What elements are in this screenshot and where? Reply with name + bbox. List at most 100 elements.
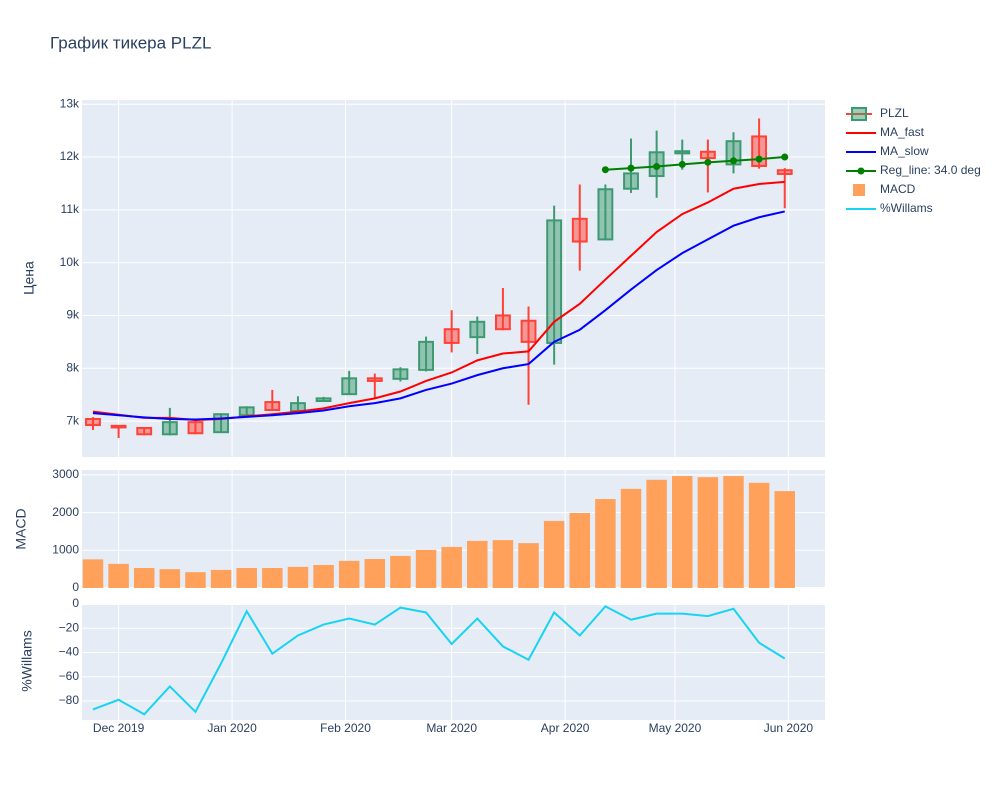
candle-body bbox=[264, 401, 281, 411]
bar bbox=[210, 569, 232, 588]
bar bbox=[133, 568, 155, 588]
x-tick-label: Mar 2020 bbox=[426, 721, 477, 735]
candle-body bbox=[546, 219, 563, 344]
line-marker bbox=[678, 160, 686, 168]
line-marker bbox=[755, 155, 763, 163]
x-tick-label: May 2020 bbox=[649, 721, 702, 735]
bar bbox=[185, 572, 206, 588]
candle-body bbox=[520, 319, 537, 343]
legend-label: MA_fast bbox=[880, 125, 925, 139]
line-marker bbox=[781, 153, 789, 161]
line-marker bbox=[729, 157, 737, 165]
x-tick-label: Jun 2020 bbox=[764, 721, 814, 735]
bar bbox=[646, 479, 667, 588]
bar bbox=[108, 563, 129, 588]
bar bbox=[543, 520, 565, 588]
bar bbox=[236, 568, 257, 588]
y-tick-label: 12k bbox=[60, 149, 80, 163]
candle-body bbox=[597, 188, 614, 241]
y-tick-label: 8k bbox=[66, 360, 80, 374]
legend-swatch bbox=[857, 167, 865, 175]
candle-body bbox=[341, 377, 358, 396]
x-tick-label: Feb 2020 bbox=[320, 721, 371, 735]
line-marker bbox=[627, 164, 635, 172]
y-tick-label: 11k bbox=[61, 202, 80, 216]
line bbox=[605, 156, 785, 171]
legend-label: %Willams bbox=[880, 201, 933, 215]
legend-label: MACD bbox=[880, 182, 916, 196]
bar bbox=[313, 565, 334, 588]
y-tick-label: −80 bbox=[59, 693, 80, 707]
bar bbox=[697, 477, 719, 588]
plot-area bbox=[82, 603, 825, 720]
y-tick-label: 9k bbox=[66, 308, 80, 322]
candle-body bbox=[290, 402, 306, 413]
candle-body bbox=[571, 217, 588, 243]
bar bbox=[390, 555, 411, 588]
candle-body bbox=[161, 421, 178, 436]
legend-swatch bbox=[851, 107, 867, 121]
y-axis-label: MACD bbox=[13, 508, 29, 549]
candle-body bbox=[469, 320, 486, 339]
y-tick-label: 2000 bbox=[52, 505, 79, 519]
candle-body bbox=[699, 150, 716, 160]
candle-body bbox=[392, 368, 409, 380]
chart-title: График тикера PLZL bbox=[50, 33, 211, 52]
line bbox=[92, 210, 785, 421]
legend-label: MA_slow bbox=[880, 144, 929, 158]
bar bbox=[492, 540, 514, 588]
candle-body bbox=[674, 150, 691, 155]
legend-label: Reg_line: 34.0 deg bbox=[880, 163, 981, 177]
bar bbox=[723, 476, 744, 588]
bar bbox=[467, 540, 488, 588]
bar bbox=[364, 558, 386, 588]
bar bbox=[518, 543, 539, 588]
bar bbox=[82, 559, 104, 588]
candle-body bbox=[110, 424, 127, 429]
legend-swatch bbox=[853, 184, 865, 196]
y-tick-label: 10k bbox=[60, 255, 80, 269]
plot-area bbox=[82, 100, 825, 457]
candle-body bbox=[213, 413, 230, 434]
y-tick-label: −40 bbox=[59, 645, 80, 659]
bar bbox=[620, 488, 642, 588]
bar bbox=[774, 491, 795, 588]
line-marker bbox=[704, 158, 712, 166]
bar bbox=[595, 499, 616, 588]
candle-body bbox=[725, 140, 742, 166]
candle-body bbox=[85, 417, 101, 427]
bar bbox=[338, 560, 360, 588]
y-tick-label: 0 bbox=[72, 580, 79, 594]
candle-body bbox=[366, 377, 383, 382]
bar bbox=[748, 482, 770, 588]
line bbox=[92, 605, 786, 716]
x-tick-label: Dec 2019 bbox=[93, 721, 145, 735]
y-tick-label: 0 bbox=[72, 596, 79, 610]
bar bbox=[159, 569, 181, 588]
y-tick-label: 3000 bbox=[52, 467, 79, 481]
candle-body bbox=[623, 172, 639, 190]
legend-label: PLZL bbox=[880, 106, 909, 120]
line-marker bbox=[601, 166, 609, 174]
candle-body bbox=[776, 169, 793, 175]
y-tick-label: 7k bbox=[66, 413, 80, 427]
candle-body bbox=[315, 397, 332, 403]
candle-body bbox=[238, 406, 255, 417]
bar bbox=[262, 568, 283, 588]
x-tick-label: Apr 2020 bbox=[541, 721, 590, 735]
bar bbox=[569, 512, 591, 588]
bar bbox=[415, 549, 437, 588]
candle-body bbox=[418, 340, 434, 371]
bar bbox=[441, 546, 462, 588]
candle-body bbox=[136, 426, 153, 436]
x-tick-label: Jan 2020 bbox=[207, 721, 257, 735]
candle-body bbox=[443, 328, 460, 344]
line-marker bbox=[653, 163, 661, 171]
y-tick-label: −20 bbox=[59, 620, 80, 634]
y-tick-label: −60 bbox=[59, 669, 80, 683]
candle-body bbox=[494, 314, 511, 331]
y-axis-label: Цена bbox=[21, 261, 37, 295]
candle-body bbox=[187, 421, 204, 435]
y-axis-label: %Willams bbox=[19, 630, 35, 691]
